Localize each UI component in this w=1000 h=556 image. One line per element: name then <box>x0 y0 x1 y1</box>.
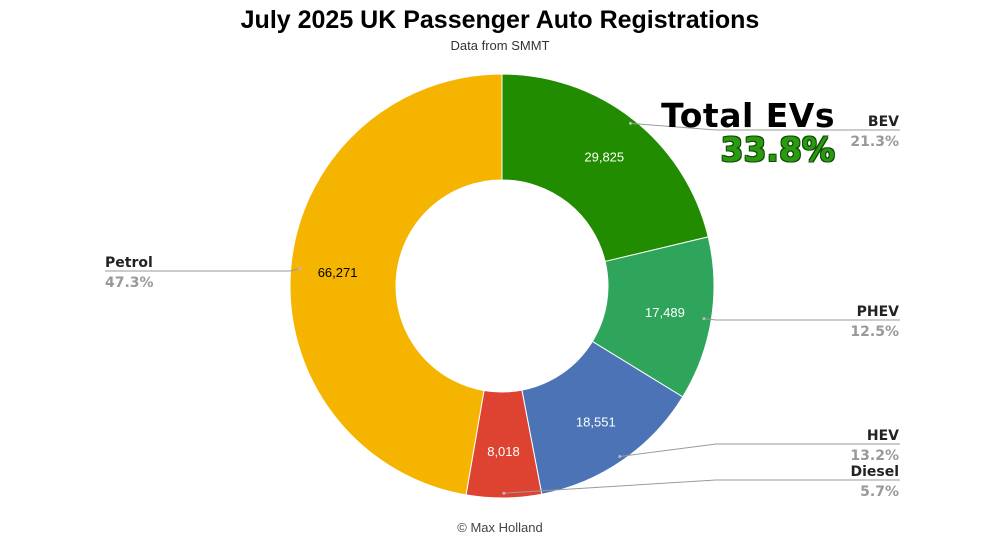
category-label-phev: PHEV <box>857 304 900 320</box>
percent-label-diesel: 5.7% <box>860 484 899 500</box>
copyright-footer: © Max Holland <box>457 520 543 535</box>
leader-dot-bev <box>628 121 632 125</box>
leader-line-phev <box>703 318 900 321</box>
leader-dot-phev <box>702 317 706 321</box>
value-label-hev: 18,551 <box>576 415 616 430</box>
category-label-petrol: Petrol <box>105 255 153 271</box>
percent-label-phev: 12.5% <box>850 324 899 340</box>
category-label-bev: BEV <box>868 114 899 130</box>
leader-line-hev <box>619 443 900 457</box>
leader-line-bev <box>630 122 900 131</box>
total-evs-value: 33.8% <box>720 130 836 169</box>
leader-line-petrol <box>105 267 301 272</box>
value-label-diesel: 8,018 <box>487 444 520 459</box>
leader-dot-hev <box>618 454 622 458</box>
total-evs-title: Total EVs <box>661 96 835 135</box>
chart-title: July 2025 UK Passenger Auto Registration… <box>240 6 760 34</box>
leader-dot-petrol <box>298 266 302 270</box>
slice-bev <box>501 73 709 263</box>
percent-label-bev: 21.3% <box>850 134 899 150</box>
leader-dot-diesel <box>502 491 506 495</box>
leader-line-diesel <box>503 479 900 494</box>
percent-label-hev: 13.2% <box>850 448 899 464</box>
category-label-hev: HEV <box>867 428 899 444</box>
chart-subtitle: Data from SMMT <box>450 38 550 53</box>
value-label-petrol: 66,271 <box>318 265 358 280</box>
slice-petrol <box>289 73 503 496</box>
percent-label-petrol: 47.3% <box>105 275 154 291</box>
value-label-phev: 17,489 <box>645 305 685 320</box>
category-label-diesel: Diesel <box>850 464 899 480</box>
value-label-bev: 29,825 <box>584 150 624 165</box>
